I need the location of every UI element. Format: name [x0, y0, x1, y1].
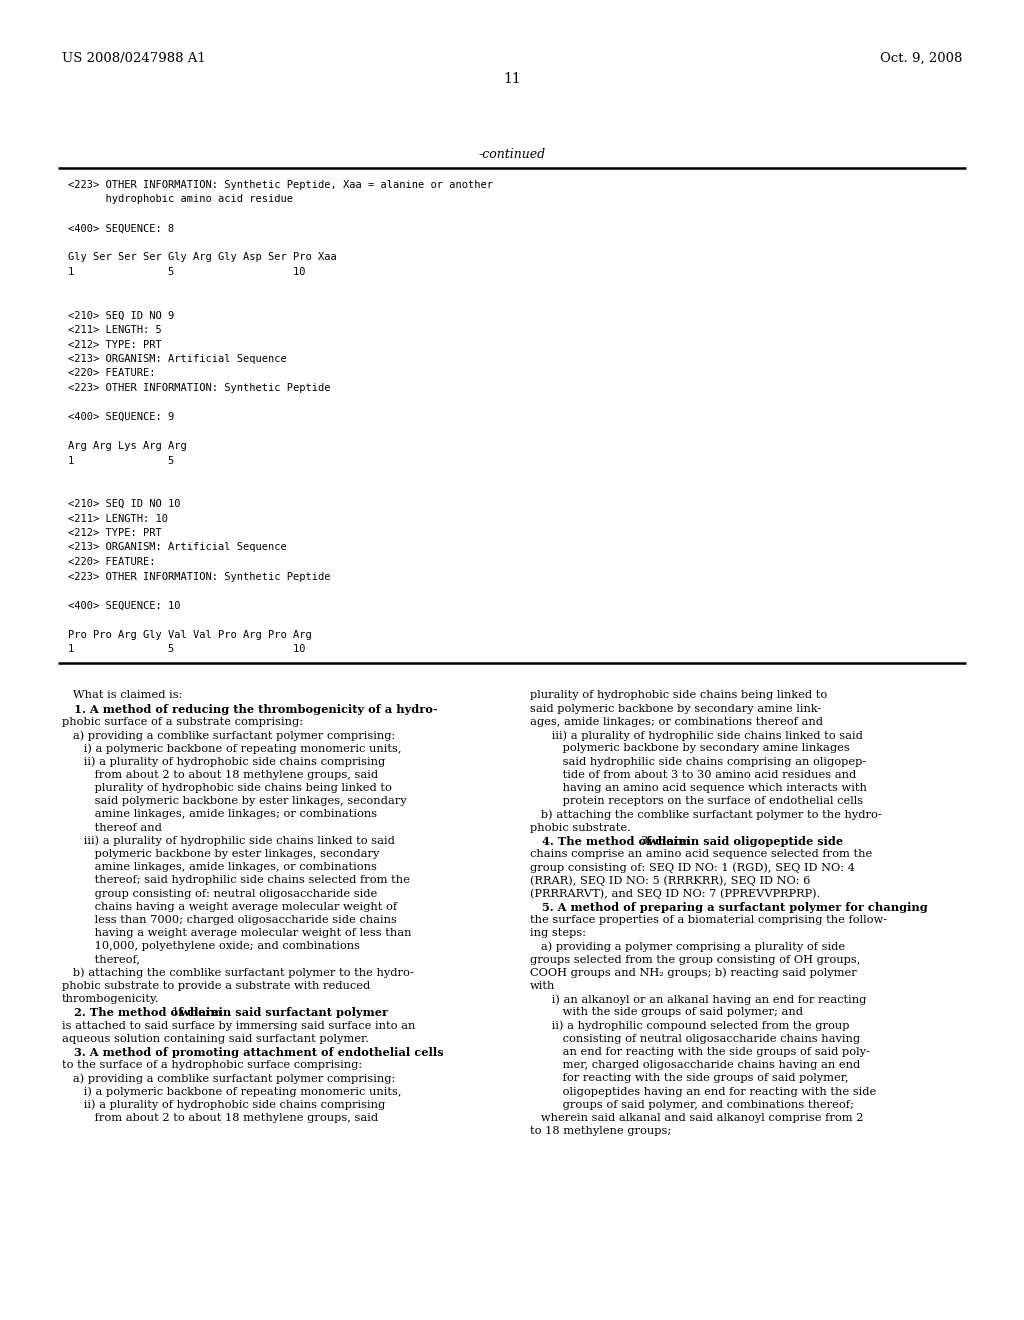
Text: polymeric backbone by secondary amine linkages: polymeric backbone by secondary amine li… [530, 743, 850, 754]
Text: <212> TYPE: PRT: <212> TYPE: PRT [68, 339, 162, 350]
Text: (PRRRARVT), and SEQ ID NO: 7 (PPREVVPRPRP).: (PRRRARVT), and SEQ ID NO: 7 (PPREVVPRPR… [530, 888, 820, 899]
Text: having a weight average molecular weight of less than: having a weight average molecular weight… [62, 928, 412, 939]
Text: wherein said oligopeptide side: wherein said oligopeptide side [644, 836, 843, 846]
Text: hydrophobic amino acid residue: hydrophobic amino acid residue [68, 194, 293, 205]
Text: said polymeric backbone by secondary amine link-: said polymeric backbone by secondary ami… [530, 704, 821, 714]
Text: for reacting with the side groups of said polymer,: for reacting with the side groups of sai… [530, 1073, 849, 1084]
Text: wherein said surfactant polymer: wherein said surfactant polymer [176, 1007, 388, 1018]
Text: plurality of hydrophobic side chains being linked to: plurality of hydrophobic side chains bei… [62, 783, 392, 793]
Text: 10,000, polyethylene oxide; and combinations: 10,000, polyethylene oxide; and combinat… [62, 941, 360, 952]
Text: to the surface of a hydrophobic surface comprising:: to the surface of a hydrophobic surface … [62, 1060, 362, 1071]
Text: said polymeric backbone by ester linkages, secondary: said polymeric backbone by ester linkage… [62, 796, 407, 807]
Text: phobic substrate.: phobic substrate. [530, 822, 631, 833]
Text: groups selected from the group consisting of OH groups,: groups selected from the group consistin… [530, 954, 860, 965]
Text: an end for reacting with the side groups of said poly-: an end for reacting with the side groups… [530, 1047, 869, 1057]
Text: the surface properties of a biomaterial comprising the follow-: the surface properties of a biomaterial … [530, 915, 887, 925]
Text: chains comprise an amino acid sequence selected from the: chains comprise an amino acid sequence s… [530, 849, 872, 859]
Text: <223> OTHER INFORMATION: Synthetic Peptide: <223> OTHER INFORMATION: Synthetic Pepti… [68, 383, 331, 393]
Text: thrombogenicity.: thrombogenicity. [62, 994, 160, 1005]
Text: with the side groups of said polymer; and: with the side groups of said polymer; an… [530, 1007, 803, 1018]
Text: b) attaching the comblike surfactant polymer to the hydro-: b) attaching the comblike surfactant pol… [530, 809, 882, 820]
Text: <220> FEATURE:: <220> FEATURE: [68, 557, 156, 568]
Text: 1               5: 1 5 [68, 455, 174, 466]
Text: <210> SEQ ID NO 10: <210> SEQ ID NO 10 [68, 499, 180, 510]
Text: i) an alkanoyl or an alkanal having an end for reacting: i) an alkanoyl or an alkanal having an e… [530, 994, 866, 1005]
Text: is attached to said surface by immersing said surface into an: is attached to said surface by immersing… [62, 1020, 416, 1031]
Text: (RRAR), SEQ ID NO: 5 (RRRKRR), SEQ ID NO: 6: (RRAR), SEQ ID NO: 5 (RRRKRR), SEQ ID NO… [530, 875, 810, 886]
Text: US 2008/0247988 A1: US 2008/0247988 A1 [62, 51, 206, 65]
Text: <211> LENGTH: 5: <211> LENGTH: 5 [68, 325, 162, 335]
Text: aqueous solution containing said surfactant polymer.: aqueous solution containing said surfact… [62, 1034, 369, 1044]
Text: oligopeptides having an end for reacting with the side: oligopeptides having an end for reacting… [530, 1086, 877, 1097]
Text: 4. The method of claim: 4. The method of claim [542, 836, 694, 846]
Text: from about 2 to about 18 methylene groups, said: from about 2 to about 18 methylene group… [62, 1113, 378, 1123]
Text: i) a polymeric backbone of repeating monomeric units,: i) a polymeric backbone of repeating mon… [62, 1086, 401, 1097]
Text: <223> OTHER INFORMATION: Synthetic Peptide, Xaa = alanine or another: <223> OTHER INFORMATION: Synthetic Pepti… [68, 180, 493, 190]
Text: <400> SEQUENCE: 8: <400> SEQUENCE: 8 [68, 223, 174, 234]
Text: i) a polymeric backbone of repeating monomeric units,: i) a polymeric backbone of repeating mon… [62, 743, 401, 754]
Text: 5. A method of preparing a surfactant polymer for changing: 5. A method of preparing a surfactant po… [542, 902, 928, 912]
Text: ii) a plurality of hydrophobic side chains comprising: ii) a plurality of hydrophobic side chai… [62, 756, 385, 767]
Text: polymeric backbone by ester linkages, secondary: polymeric backbone by ester linkages, se… [62, 849, 379, 859]
Text: <400> SEQUENCE: 10: <400> SEQUENCE: 10 [68, 601, 180, 610]
Text: group consisting of: SEQ ID NO: 1 (RGD), SEQ ID NO: 4: group consisting of: SEQ ID NO: 1 (RGD),… [530, 862, 855, 873]
Text: from about 2 to about 18 methylene groups, said: from about 2 to about 18 methylene group… [62, 770, 378, 780]
Text: groups of said polymer, and combinations thereof;: groups of said polymer, and combinations… [530, 1100, 854, 1110]
Text: COOH groups and NH₂ groups; b) reacting said polymer: COOH groups and NH₂ groups; b) reacting … [530, 968, 857, 978]
Text: Pro Pro Arg Gly Val Val Pro Arg Pro Arg: Pro Pro Arg Gly Val Val Pro Arg Pro Arg [68, 630, 311, 639]
Text: 1: 1 [172, 1007, 179, 1018]
Text: protein receptors on the surface of endothelial cells: protein receptors on the surface of endo… [530, 796, 863, 807]
Text: ii) a plurality of hydrophobic side chains comprising: ii) a plurality of hydrophobic side chai… [62, 1100, 385, 1110]
Text: phobic surface of a substrate comprising:: phobic surface of a substrate comprising… [62, 717, 303, 727]
Text: 2. The method of claim: 2. The method of claim [74, 1007, 226, 1018]
Text: chains having a weight average molecular weight of: chains having a weight average molecular… [62, 902, 397, 912]
Text: thereof; said hydrophilic side chains selected from the: thereof; said hydrophilic side chains se… [62, 875, 410, 886]
Text: consisting of neutral oligosaccharide chains having: consisting of neutral oligosaccharide ch… [530, 1034, 860, 1044]
Text: What is claimed is:: What is claimed is: [62, 690, 182, 701]
Text: to 18 methylene groups;: to 18 methylene groups; [530, 1126, 672, 1137]
Text: thereof and: thereof and [62, 822, 162, 833]
Text: with: with [530, 981, 555, 991]
Text: 3. A method of promoting attachment of endothelial cells: 3. A method of promoting attachment of e… [74, 1047, 443, 1057]
Text: 1               5                   10: 1 5 10 [68, 267, 305, 277]
Text: b) attaching the comblike surfactant polymer to the hydro-: b) attaching the comblike surfactant pol… [62, 968, 414, 978]
Text: <223> OTHER INFORMATION: Synthetic Peptide: <223> OTHER INFORMATION: Synthetic Pepti… [68, 572, 331, 582]
Text: ages, amide linkages; or combinations thereof and: ages, amide linkages; or combinations th… [530, 717, 823, 727]
Text: <211> LENGTH: 10: <211> LENGTH: 10 [68, 513, 168, 524]
Text: thereof,: thereof, [62, 954, 140, 965]
Text: ii) a hydrophilic compound selected from the group: ii) a hydrophilic compound selected from… [530, 1020, 850, 1031]
Text: a) providing a comblike surfactant polymer comprising:: a) providing a comblike surfactant polym… [62, 1073, 395, 1084]
Text: <213> ORGANISM: Artificial Sequence: <213> ORGANISM: Artificial Sequence [68, 543, 287, 553]
Text: <400> SEQUENCE: 9: <400> SEQUENCE: 9 [68, 412, 174, 422]
Text: <213> ORGANISM: Artificial Sequence: <213> ORGANISM: Artificial Sequence [68, 354, 287, 364]
Text: <212> TYPE: PRT: <212> TYPE: PRT [68, 528, 162, 539]
Text: amine linkages, amide linkages, or combinations: amine linkages, amide linkages, or combi… [62, 862, 377, 873]
Text: mer, charged oligosaccharide chains having an end: mer, charged oligosaccharide chains havi… [530, 1060, 860, 1071]
Text: having an amino acid sequence which interacts with: having an amino acid sequence which inte… [530, 783, 867, 793]
Text: plurality of hydrophobic side chains being linked to: plurality of hydrophobic side chains bei… [530, 690, 827, 701]
Text: Gly Ser Ser Ser Gly Arg Gly Asp Ser Pro Xaa: Gly Ser Ser Ser Gly Arg Gly Asp Ser Pro … [68, 252, 337, 263]
Text: Oct. 9, 2008: Oct. 9, 2008 [880, 51, 962, 65]
Text: group consisting of: neutral oligosaccharide side: group consisting of: neutral oligosaccha… [62, 888, 377, 899]
Text: wherein said alkanal and said alkanoyl comprise from 2: wherein said alkanal and said alkanoyl c… [530, 1113, 863, 1123]
Text: a) providing a comblike surfactant polymer comprising:: a) providing a comblike surfactant polym… [62, 730, 395, 741]
Text: tide of from about 3 to 30 amino acid residues and: tide of from about 3 to 30 amino acid re… [530, 770, 856, 780]
Text: less than 7000; charged oligosaccharide side chains: less than 7000; charged oligosaccharide … [62, 915, 397, 925]
Text: ing steps:: ing steps: [530, 928, 586, 939]
Text: phobic substrate to provide a substrate with reduced: phobic substrate to provide a substrate … [62, 981, 371, 991]
Text: amine linkages, amide linkages; or combinations: amine linkages, amide linkages; or combi… [62, 809, 377, 820]
Text: <220> FEATURE:: <220> FEATURE: [68, 368, 156, 379]
Text: 3: 3 [640, 836, 647, 846]
Text: 1. A method of reducing the thrombogenicity of a hydro-: 1. A method of reducing the thrombogenic… [74, 704, 437, 714]
Text: 1               5                   10: 1 5 10 [68, 644, 305, 653]
Text: said hydrophilic side chains comprising an oligopep-: said hydrophilic side chains comprising … [530, 756, 866, 767]
Text: <210> SEQ ID NO 9: <210> SEQ ID NO 9 [68, 310, 174, 321]
Text: -continued: -continued [478, 148, 546, 161]
Text: 11: 11 [503, 73, 521, 86]
Text: Arg Arg Lys Arg Arg: Arg Arg Lys Arg Arg [68, 441, 186, 451]
Text: a) providing a polymer comprising a plurality of side: a) providing a polymer comprising a plur… [530, 941, 845, 952]
Text: iii) a plurality of hydrophilic side chains linked to said: iii) a plurality of hydrophilic side cha… [530, 730, 863, 741]
Text: iii) a plurality of hydrophilic side chains linked to said: iii) a plurality of hydrophilic side cha… [62, 836, 395, 846]
